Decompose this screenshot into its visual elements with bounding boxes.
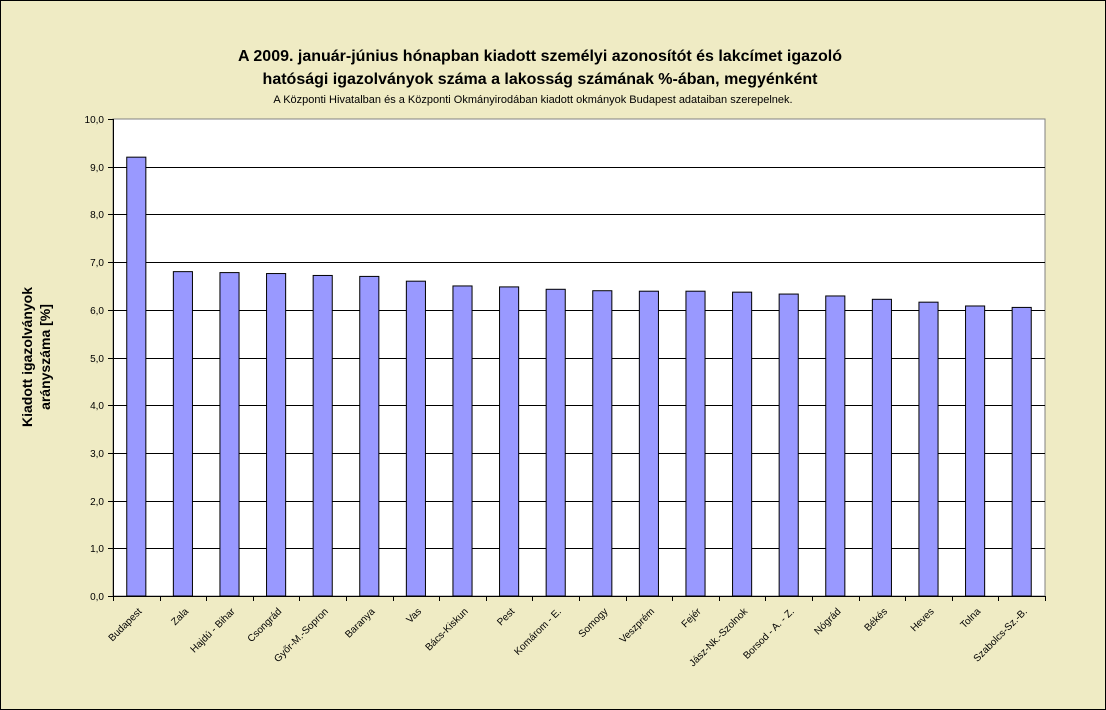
bar [545, 288, 566, 597]
x-tick-label: Nógrád [812, 606, 843, 637]
x-tick-label: Csongrád [246, 606, 284, 644]
y-tick-label: 2,0 [90, 497, 104, 508]
x-tick-label: Hajdú - Bihar [189, 606, 239, 656]
x-tick-label: Komárom - E. [512, 606, 563, 657]
x-tick-label: Zala [169, 606, 191, 628]
y-tick-label: 3,0 [90, 449, 104, 460]
y-tick-label: 10,0 [85, 115, 105, 126]
x-tick-label: Borsod - A. - Z. [741, 606, 796, 661]
bar [592, 290, 613, 597]
plot-area [112, 118, 1046, 597]
y-tick-label: 7,0 [90, 258, 104, 269]
y-tick-label: 5,0 [90, 354, 104, 365]
bar [685, 290, 706, 597]
y-tick-label: 1,0 [90, 544, 104, 555]
chart-title-line-1: A 2009. január-június hónapban kiadott s… [238, 48, 842, 65]
x-tick-label: Békés [863, 606, 890, 633]
bar [172, 271, 193, 597]
y-tick-label: 9,0 [90, 163, 104, 174]
chart-subtitle: A Központi Hivatalban és a Központi Okmá… [273, 94, 793, 106]
x-tick-label: Bács-Kiskun [424, 606, 471, 653]
bar [965, 305, 986, 597]
bar [499, 286, 520, 597]
y-tick-label: 6,0 [90, 306, 104, 317]
x-tick-label: Pest [495, 606, 517, 628]
x-tick-label: Vas [405, 606, 424, 625]
bar [266, 273, 287, 597]
bar [732, 291, 753, 597]
x-tick-label: Tolna [959, 606, 984, 631]
x-tick-label: Veszprém [618, 606, 657, 645]
y-tick-label: 0,0 [90, 592, 104, 603]
bar [312, 274, 333, 597]
bar [871, 298, 892, 597]
bar [778, 293, 799, 597]
x-tick-label: Budapest [107, 606, 145, 644]
bar [918, 301, 939, 597]
bar [219, 272, 240, 597]
bar [825, 295, 846, 597]
chart-title-line-2: hatósági igazolványok száma a lakosság s… [262, 71, 818, 88]
x-tick-label: Baranya [343, 606, 377, 640]
y-tick-label: 8,0 [90, 210, 104, 221]
bar [405, 280, 426, 597]
bar [359, 275, 380, 597]
y-tick-label: 4,0 [90, 401, 104, 412]
x-tick-label: Fejér [680, 606, 704, 630]
bar [1011, 306, 1032, 597]
bar [452, 285, 473, 597]
bar [126, 156, 147, 597]
bar [638, 290, 659, 597]
x-tick-label: Heves [909, 606, 937, 634]
x-tick-label: Somogy [577, 606, 611, 640]
